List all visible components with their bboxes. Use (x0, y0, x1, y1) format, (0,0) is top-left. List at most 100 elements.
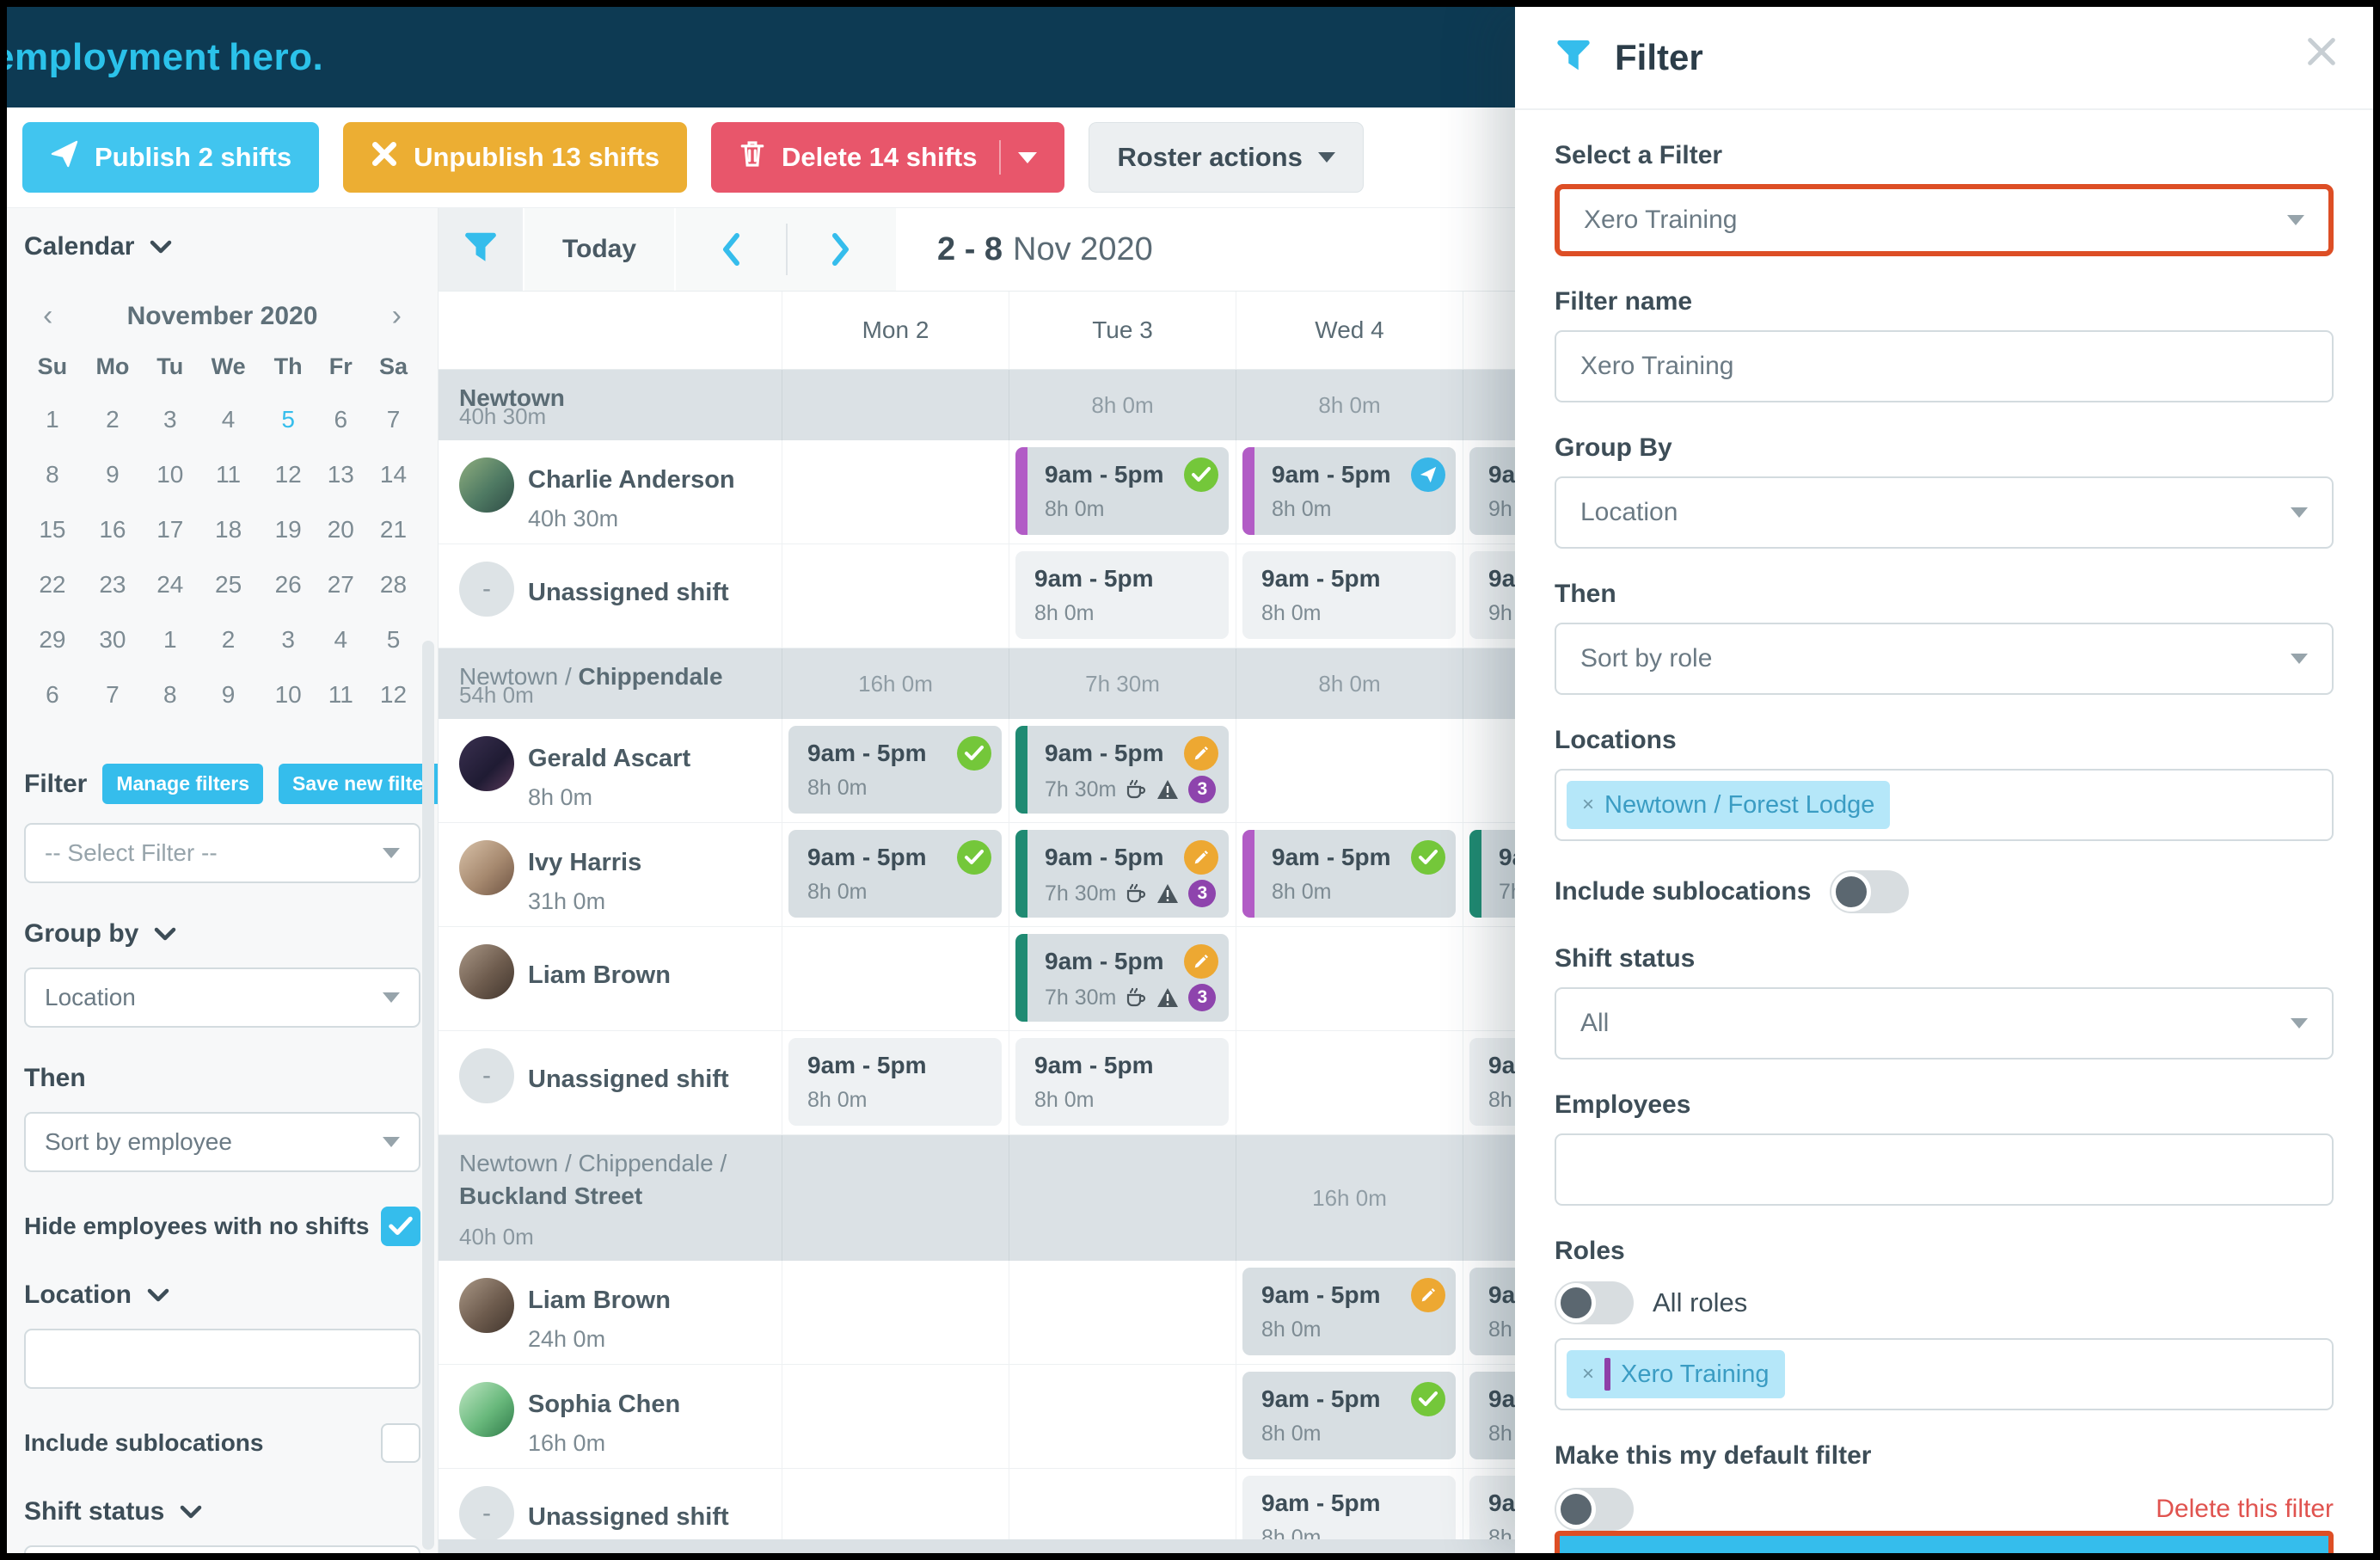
calendar-section-header[interactable]: Calendar (24, 232, 420, 261)
shift-cell[interactable] (1236, 440, 1463, 544)
all-roles-toggle[interactable] (1555, 1281, 1634, 1324)
shift-cell[interactable] (782, 823, 1009, 926)
shift-cell[interactable] (1463, 927, 1515, 1030)
shift-cell[interactable] (782, 719, 1009, 822)
shift-card[interactable]: 9am - 5pm 7h 30m 3 (1015, 830, 1229, 918)
shift-cell[interactable] (782, 544, 1009, 648)
shift-card[interactable]: 9am - 5pm 7h 30m 3 (1015, 934, 1229, 1022)
shift-cell[interactable] (1236, 719, 1463, 822)
calendar-day-cell[interactable]: 25 (215, 571, 242, 598)
shift-cell[interactable] (1009, 440, 1236, 544)
locations-input[interactable]: × Newtown / Forest Lodge (1555, 769, 2334, 841)
shift-card[interactable]: 9am - 5pm 8h 0m (1469, 1268, 1515, 1355)
prev-week-button[interactable] (676, 232, 786, 267)
save-new-filter-button[interactable]: Save new filter (279, 764, 438, 804)
filter-funnel-button[interactable] (439, 208, 524, 291)
chevron-down-icon[interactable] (1018, 151, 1038, 163)
shift-cell[interactable] (1236, 823, 1463, 926)
roster-actions-button[interactable]: Roster actions (1089, 122, 1364, 193)
sidebar-scrollbar[interactable] (422, 641, 434, 1550)
shift-cell[interactable] (1236, 1469, 1463, 1553)
shift-cell[interactable] (1463, 1365, 1515, 1468)
shift-cell[interactable] (1463, 440, 1515, 544)
calendar-day-cell[interactable]: 5 (281, 406, 295, 433)
shift-cell[interactable] (1236, 927, 1463, 1030)
shift-status-dropdown[interactable]: All (1555, 987, 2334, 1059)
calendar-day-cell[interactable]: 19 (274, 516, 302, 543)
shift-card[interactable]: 9am - 5pm 9h 0m (1469, 447, 1515, 535)
calendar-day-cell[interactable]: 13 (327, 461, 354, 488)
shift-cell[interactable] (1463, 544, 1515, 648)
shift-card[interactable]: 9am - 5pm 8h 0m (1469, 1038, 1515, 1126)
manage-filters-button[interactable]: Manage filters (102, 764, 264, 804)
shift-status-dropdown[interactable]: All (24, 1545, 420, 1553)
default-filter-toggle[interactable] (1555, 1488, 1634, 1531)
calendar-day-cell[interactable]: 10 (274, 681, 302, 708)
shift-card[interactable]: 9am - 5pm 8h 0m (1015, 1038, 1229, 1126)
hide-employees-checkbox[interactable] (381, 1207, 420, 1246)
shift-cell[interactable] (1009, 1261, 1236, 1364)
shift-cell[interactable] (782, 1261, 1009, 1364)
location-input[interactable]: . (24, 1329, 420, 1389)
shift-card[interactable]: 9am - 5pm 8h 0m (1469, 1372, 1515, 1459)
next-month-button[interactable]: › (391, 299, 402, 332)
select-filter-dropdown[interactable]: -- Select Filter -- (24, 823, 420, 883)
calendar-day-cell[interactable]: 4 (221, 406, 236, 433)
shift-card[interactable]: 9am - 5pm 8h 0m (1015, 447, 1229, 535)
shift-cell[interactable] (1236, 1261, 1463, 1364)
shift-cell[interactable] (1463, 1261, 1515, 1364)
employees-input[interactable] (1555, 1133, 2334, 1206)
calendar-day-cell[interactable]: 14 (379, 461, 408, 488)
shift-cell[interactable] (1009, 544, 1236, 648)
calendar-day-cell[interactable]: 30 (99, 626, 126, 653)
calendar-day-cell[interactable]: 27 (327, 571, 354, 598)
group-by-section-header[interactable]: Group by (24, 919, 420, 949)
shift-cell[interactable] (782, 1365, 1009, 1468)
group-by-dropdown[interactable]: Location (24, 967, 420, 1028)
shift-card[interactable]: 9am - 5pm 9h 0m (1469, 551, 1515, 639)
shift-status-section-header[interactable]: Shift status (24, 1497, 420, 1526)
roles-input[interactable]: × Xero Training (1555, 1338, 2334, 1410)
shift-cell[interactable] (1009, 719, 1236, 822)
calendar-day-cell[interactable]: 28 (379, 571, 408, 598)
shift-card[interactable]: 9am - 5pm 8h 0m (788, 1038, 1002, 1126)
calendar-day-cell[interactable]: 21 (379, 516, 408, 543)
calendar-day-cell[interactable]: 8 (163, 681, 177, 708)
calendar-day-cell[interactable]: 1 (46, 406, 59, 433)
shift-card[interactable]: 9am - 5pm 7h 30m 3 (1015, 726, 1229, 814)
calendar-day-cell[interactable]: 23 (99, 571, 126, 598)
calendar-day-cell[interactable]: 15 (39, 516, 66, 543)
calendar-day-cell[interactable]: 1 (163, 626, 177, 653)
calendar-day-cell[interactable]: 9 (106, 461, 120, 488)
shift-cell[interactable] (782, 927, 1009, 1030)
calendar-day-cell[interactable]: 24 (156, 571, 184, 598)
remove-tag-icon[interactable]: × (1582, 793, 1595, 816)
calendar-day-cell[interactable]: 6 (46, 681, 59, 708)
calendar-day-cell[interactable]: 4 (334, 626, 348, 653)
include-sublocations-toggle[interactable] (1830, 870, 1910, 913)
calendar-day-cell[interactable]: 17 (156, 516, 184, 543)
shift-cell[interactable] (1463, 823, 1515, 926)
shift-card[interactable]: 9am - 5pm 8h 0m (1242, 830, 1456, 918)
include-sublocations-checkbox[interactable] (381, 1423, 420, 1463)
calendar-day-cell[interactable]: 7 (106, 681, 120, 708)
calendar-day-cell[interactable]: 26 (274, 571, 302, 598)
today-button[interactable]: Today (524, 208, 676, 291)
calendar-day-cell[interactable]: 7 (386, 406, 401, 433)
select-a-filter-dropdown[interactable]: Xero Training (1555, 184, 2334, 256)
shift-card[interactable]: 9am - 5pm 8h 0m (1015, 551, 1229, 639)
shift-card[interactable]: 9am - 5pm 8h 0m (1242, 1268, 1456, 1355)
shift-cell[interactable] (782, 1031, 1009, 1134)
then-sort-dropdown[interactable]: Sort by employee (24, 1112, 420, 1172)
location-section-header[interactable]: Location (24, 1281, 420, 1310)
calendar-day-cell[interactable]: 11 (216, 461, 242, 488)
shift-cell[interactable] (1463, 1031, 1515, 1134)
shift-cell[interactable] (1236, 544, 1463, 648)
calendar-day-cell[interactable]: 2 (106, 406, 120, 433)
delete-shifts-button[interactable]: Delete 14 shifts (711, 122, 1065, 193)
shift-card[interactable]: 9am - 5pm 7h 0m (1469, 830, 1515, 918)
group-by-dropdown[interactable]: Location (1555, 476, 2334, 549)
prev-month-button[interactable]: ‹ (43, 299, 53, 332)
calendar-day-cell[interactable]: 8 (46, 461, 59, 488)
calendar-day-cell[interactable]: 3 (281, 626, 295, 653)
